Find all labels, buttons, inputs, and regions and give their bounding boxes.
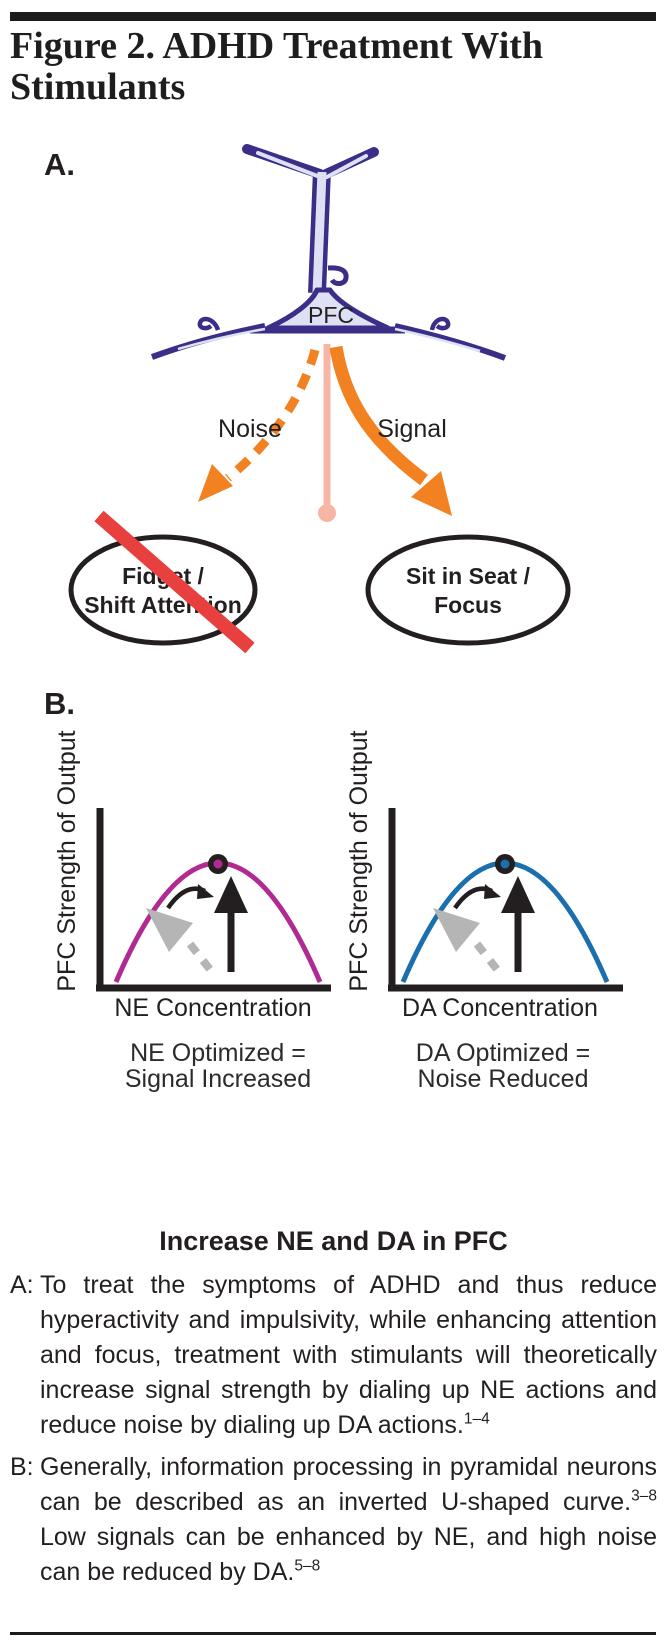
figure-title-line2: Stimulants bbox=[10, 66, 186, 108]
focus-text-line1: Sit in Seat / bbox=[406, 563, 531, 589]
legend-item-a-label: A: bbox=[10, 1271, 34, 1299]
ne-caption-line1: NE Optimized = bbox=[130, 1039, 306, 1067]
legend-item-a-reference: 1–4 bbox=[463, 1410, 490, 1428]
noise-arrowhead bbox=[198, 464, 233, 502]
panel-a-diagram: PFC Fidget / Shift Attention Sit in Seat… bbox=[68, 144, 571, 654]
left-dendrite-spine bbox=[197, 316, 221, 331]
focus-text-line2: Focus bbox=[434, 592, 502, 618]
da-x-axis-label: DA Concentration bbox=[402, 994, 598, 1022]
signal-arrow bbox=[329, 345, 452, 516]
focus-ellipse: Sit in Seat / Focus bbox=[365, 534, 571, 646]
panel-b-label: B. bbox=[44, 686, 75, 721]
da-rotation-arrowhead bbox=[484, 884, 501, 899]
basal-dendrites bbox=[150, 316, 507, 361]
ne-rotation-arrowhead bbox=[197, 884, 214, 899]
ne-optimal-arrowhead bbox=[214, 876, 248, 913]
signal-label: Signal bbox=[377, 415, 447, 443]
axon bbox=[318, 344, 336, 522]
ne-suboptimal-arrow-tail bbox=[186, 941, 216, 975]
figure-title-line1: Figure 2. ADHD Treatment With bbox=[10, 25, 544, 67]
noise-arrow bbox=[198, 348, 320, 502]
legend-item-b-text: Generally, information processing in pyr… bbox=[40, 1450, 657, 1590]
legend-item-b-reference1: 3–8 bbox=[631, 1487, 657, 1505]
bottom-rule bbox=[10, 1632, 656, 1635]
da-plot-caption: DA Optimized = Noise Reduced bbox=[343, 1040, 663, 1092]
ne-caption-line2: Signal Increased bbox=[124, 1065, 312, 1093]
right-dendrite-spine bbox=[429, 316, 451, 331]
da-inverted-u-curve bbox=[400, 860, 610, 983]
legend-item-b-body-part2: Low signals can be enhanced by NE, and h… bbox=[40, 1523, 657, 1586]
ne-peak-dot-center bbox=[213, 859, 223, 869]
ne-inverted-u-curve bbox=[113, 860, 323, 983]
ne-plot-caption: NE Optimized = Signal Increased bbox=[58, 1040, 378, 1092]
pfc-label: PFC bbox=[308, 302, 354, 328]
ne-suboptimal-arrowhead bbox=[146, 908, 193, 952]
ne-x-axis-label: NE Concentration bbox=[114, 994, 311, 1022]
ne-plot: PFC Strength of Output NE Concentration bbox=[53, 730, 331, 1022]
legend-body: A: To treat the symptoms of ADHD and thu… bbox=[10, 1268, 657, 1597]
fidget-ellipse: Fidget / Shift Attention bbox=[68, 510, 258, 654]
legend-item-a-text: To treat the symptoms of ADHD and thus r… bbox=[40, 1268, 657, 1443]
axon-terminal bbox=[318, 504, 336, 522]
ne-y-axis-label: PFC Strength of Output bbox=[53, 730, 81, 991]
legend-item-a: A: To treat the symptoms of ADHD and thu… bbox=[10, 1268, 657, 1443]
legend-heading: Increase NE and DA in PFC bbox=[159, 1226, 508, 1256]
da-suboptimal-arrow-tail bbox=[473, 941, 503, 975]
figure-title: Figure 2. ADHD Treatment With Stimulants bbox=[10, 26, 650, 108]
da-peak-dot-center bbox=[500, 859, 510, 869]
da-caption-line1: DA Optimized = bbox=[415, 1039, 591, 1067]
legend-item-a-body: To treat the symptoms of ADHD and thus r… bbox=[40, 1271, 657, 1439]
legend-item-b: B: Generally, information processing in … bbox=[10, 1450, 657, 1590]
legend-item-b-body-part1: Generally, information processing in pyr… bbox=[40, 1453, 657, 1516]
da-optimal-arrowhead bbox=[501, 876, 535, 913]
legend-item-b-label: B: bbox=[10, 1453, 34, 1481]
legend-item-b-reference2: 5–8 bbox=[294, 1557, 321, 1575]
top-rule bbox=[10, 12, 656, 21]
trunk-spine bbox=[327, 265, 349, 286]
red-cross-line bbox=[94, 510, 255, 654]
da-plot: PFC Strength of Output DA Concentration bbox=[345, 730, 623, 1022]
da-caption-line2: Noise Reduced bbox=[417, 1065, 589, 1093]
panel-b-plots: PFC Strength of Output NE Concentration … bbox=[53, 730, 623, 1022]
da-suboptimal-arrowhead bbox=[433, 908, 480, 952]
pyramidal-neuron: PFC bbox=[150, 144, 507, 361]
signal-arrowhead bbox=[411, 471, 452, 516]
da-y-axis-label: PFC Strength of Output bbox=[345, 730, 373, 991]
noise-label: Noise bbox=[218, 415, 282, 443]
panel-a-label: A. bbox=[44, 147, 75, 182]
apical-dendrite bbox=[242, 144, 379, 294]
